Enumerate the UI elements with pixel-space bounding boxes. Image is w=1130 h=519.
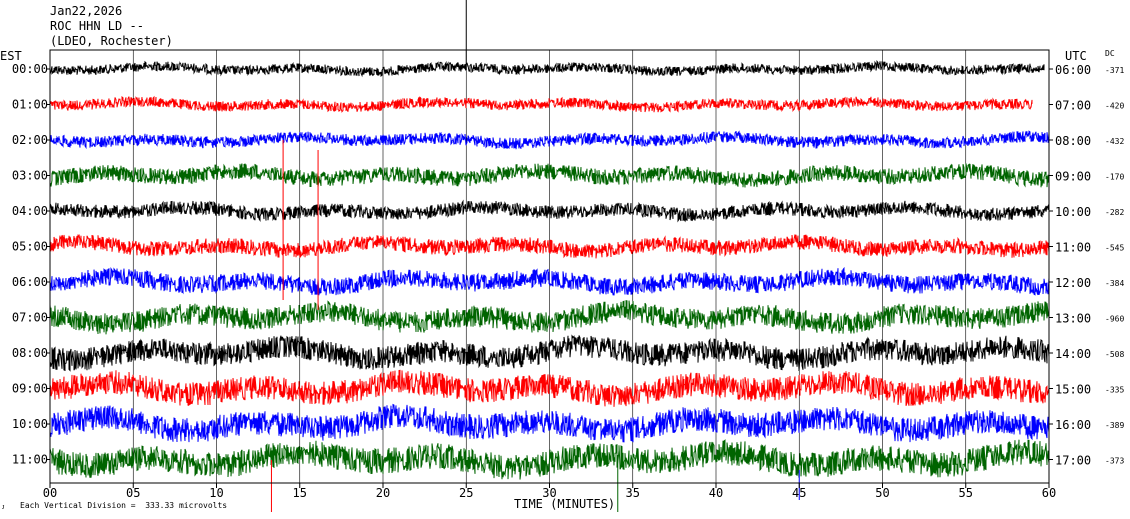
dc-offset-value: -508 bbox=[1105, 350, 1124, 359]
x-axis-title: TIME (MINUTES) bbox=[514, 497, 616, 511]
x-tick-label: 45 bbox=[792, 486, 806, 500]
x-tick-label: 50 bbox=[875, 486, 889, 500]
x-tick-label: 30 bbox=[542, 486, 556, 500]
left-timezone-label: EST bbox=[0, 49, 22, 63]
utc-hour-label: 12:00 bbox=[1055, 276, 1091, 290]
seismic-trace bbox=[49, 130, 1050, 150]
x-tick-label: 60 bbox=[1042, 486, 1056, 500]
axis-labels: 00 05 10 15 20 25 30 35 40 45 50 55 60 00:00 06:00 -371… bbox=[12, 62, 1125, 500]
est-hour-label: 02:00 bbox=[12, 133, 48, 147]
est-hour-label: 07:00 bbox=[12, 311, 48, 325]
utc-hour-label: 15:00 bbox=[1055, 383, 1091, 397]
utc-hour-label: 16:00 bbox=[1055, 418, 1091, 432]
dc-offset-value: -282 bbox=[1105, 208, 1124, 217]
utc-hour-label: 06:00 bbox=[1055, 63, 1091, 77]
est-hour-label: 01:00 bbox=[12, 98, 48, 112]
dc-offset-value: -371 bbox=[1105, 66, 1124, 75]
dc-offset-value: -335 bbox=[1105, 386, 1124, 395]
seismic-trace bbox=[49, 199, 1050, 223]
seismic-trace bbox=[49, 300, 1050, 335]
dc-offset-value: -545 bbox=[1105, 244, 1124, 253]
grid-lines bbox=[132, 50, 967, 483]
seismic-trace bbox=[49, 163, 1050, 188]
utc-hour-label: 14:00 bbox=[1055, 347, 1091, 361]
est-hour-label: 06:00 bbox=[12, 275, 48, 289]
utc-hour-label: 13:00 bbox=[1055, 312, 1091, 326]
x-tick-label: 35 bbox=[626, 486, 640, 500]
dc-offset-value: -960 bbox=[1105, 315, 1124, 324]
footer-icon: ᴊ bbox=[2, 502, 5, 511]
x-tick-label: 00 bbox=[43, 486, 57, 500]
x-tick-label: 40 bbox=[709, 486, 723, 500]
seismic-trace bbox=[49, 266, 1050, 296]
x-tick-label: 20 bbox=[376, 486, 390, 500]
seismic-trace bbox=[49, 403, 1050, 443]
utc-hour-label: 08:00 bbox=[1055, 134, 1091, 148]
scale-note: Each Vertical Division = 333.33 microvol… bbox=[20, 501, 228, 510]
trace-layer bbox=[49, 0, 1050, 512]
right-timezone-label: UTC bbox=[1065, 49, 1087, 63]
station-name: (LDEO, Rochester) bbox=[50, 34, 173, 48]
seismic-trace bbox=[49, 439, 1050, 480]
est-hour-label: 08:00 bbox=[12, 346, 48, 360]
utc-hour-label: 17:00 bbox=[1055, 454, 1091, 468]
seismic-trace bbox=[49, 369, 1050, 407]
est-hour-label: 04:00 bbox=[12, 204, 48, 218]
dc-offset-value: -373 bbox=[1105, 457, 1124, 466]
est-hour-label: 11:00 bbox=[12, 453, 48, 467]
station-code: ROC HHN LD -- bbox=[50, 19, 144, 33]
est-hour-label: 10:00 bbox=[12, 417, 48, 431]
est-hour-label: 09:00 bbox=[12, 382, 48, 396]
dc-label: DC bbox=[1105, 49, 1115, 58]
dc-offset-value: -389 bbox=[1105, 421, 1124, 430]
x-tick-label: 05 bbox=[126, 486, 140, 500]
x-tick-label: 15 bbox=[293, 486, 307, 500]
dc-offset-value: -420 bbox=[1105, 102, 1124, 111]
seismic-trace bbox=[49, 60, 1045, 78]
x-tick-label: 10 bbox=[209, 486, 223, 500]
station-date: Jan22,2026 bbox=[50, 4, 123, 18]
utc-hour-label: 11:00 bbox=[1055, 241, 1091, 255]
est-hour-label: 05:00 bbox=[12, 240, 48, 254]
dc-offset-value: -384 bbox=[1105, 279, 1124, 288]
utc-hour-label: 10:00 bbox=[1055, 205, 1091, 219]
seismic-trace bbox=[49, 234, 1050, 259]
x-tick-label: 55 bbox=[959, 486, 973, 500]
x-tick-label: 25 bbox=[459, 486, 473, 500]
est-hour-label: 03:00 bbox=[12, 169, 48, 183]
dc-offset-value: -170 bbox=[1105, 173, 1124, 182]
seismic-trace bbox=[49, 334, 1050, 372]
utc-hour-label: 07:00 bbox=[1055, 99, 1091, 113]
plot-frame bbox=[46, 49, 1053, 488]
utc-hour-label: 09:00 bbox=[1055, 170, 1091, 184]
seismic-trace bbox=[49, 95, 1033, 113]
dc-offset-value: -432 bbox=[1105, 137, 1124, 146]
est-hour-label: 00:00 bbox=[12, 62, 48, 76]
